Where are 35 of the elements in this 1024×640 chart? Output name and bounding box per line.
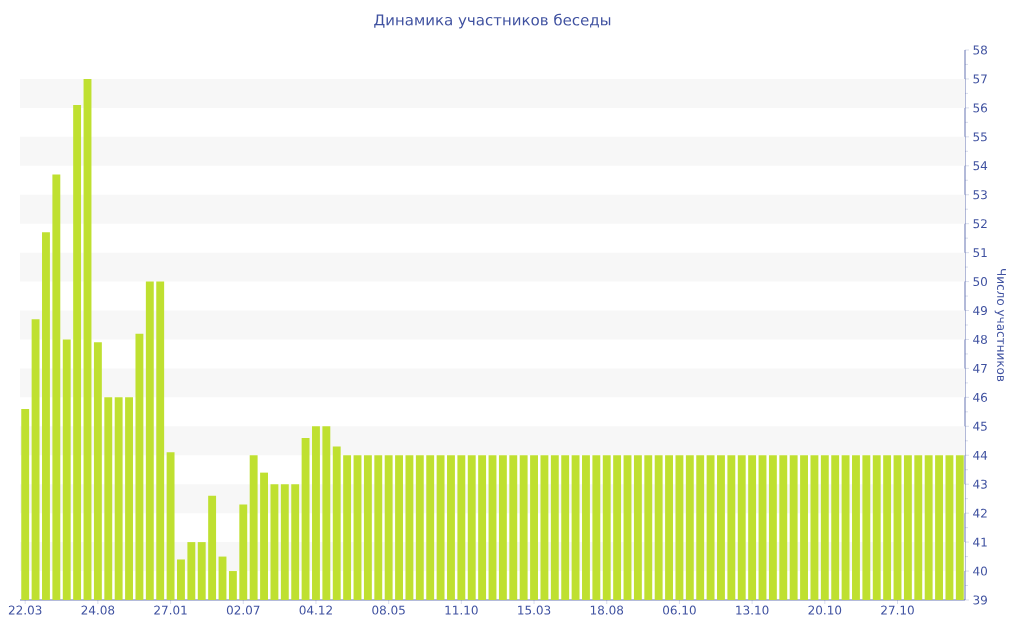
x-tick-label: 27.10	[881, 605, 914, 615]
x-tick-label: 22.03	[8, 605, 42, 615]
y-tick-label: 53	[973, 190, 987, 200]
y-tick-label: 54	[973, 161, 988, 171]
y-tick-label: 56	[973, 103, 988, 113]
x-tick-label: 15.03	[518, 605, 551, 615]
y-tick-label: 43	[973, 479, 987, 489]
x-tick-label: 18.08	[590, 605, 624, 615]
y-tick-label: 51	[973, 248, 987, 258]
y-tick-label: 50	[973, 277, 988, 287]
y-tick-label: 58	[973, 45, 987, 55]
y-axis-title: Число участников	[994, 269, 1006, 382]
y-tick-label: 57	[973, 74, 987, 84]
x-tick-label: 04.12	[299, 605, 332, 615]
chart-title: Динамика участников беседы	[374, 13, 611, 29]
y-tick-label: 47	[973, 364, 987, 373]
y-tick-label: 46	[973, 392, 988, 402]
x-tick-label: 20.10	[808, 605, 842, 615]
y-tick-label: 44	[973, 450, 988, 460]
y-tick-label: 55	[973, 132, 987, 142]
y-tick-label: 40	[973, 566, 988, 576]
x-tick-label: 08.05	[372, 605, 405, 615]
x-tick-label: 11.10	[445, 605, 478, 615]
x-tick-label: 06.10	[663, 605, 696, 615]
y-tick-label: 52	[973, 219, 987, 229]
y-tick-label: 49	[973, 305, 987, 316]
y-tick-label: 48	[973, 334, 987, 345]
y-tick-label: 42	[973, 508, 987, 518]
x-tick-label: 27.01	[154, 605, 187, 615]
x-tick-label: 02.07	[226, 605, 260, 615]
x-tick-label: 13.10	[736, 605, 769, 615]
x-tick-label: 24.08	[81, 605, 115, 615]
y-tick-label: 39	[973, 595, 987, 605]
y-tick-label: 41	[973, 537, 987, 547]
y-tick-label: 45	[973, 421, 987, 431]
